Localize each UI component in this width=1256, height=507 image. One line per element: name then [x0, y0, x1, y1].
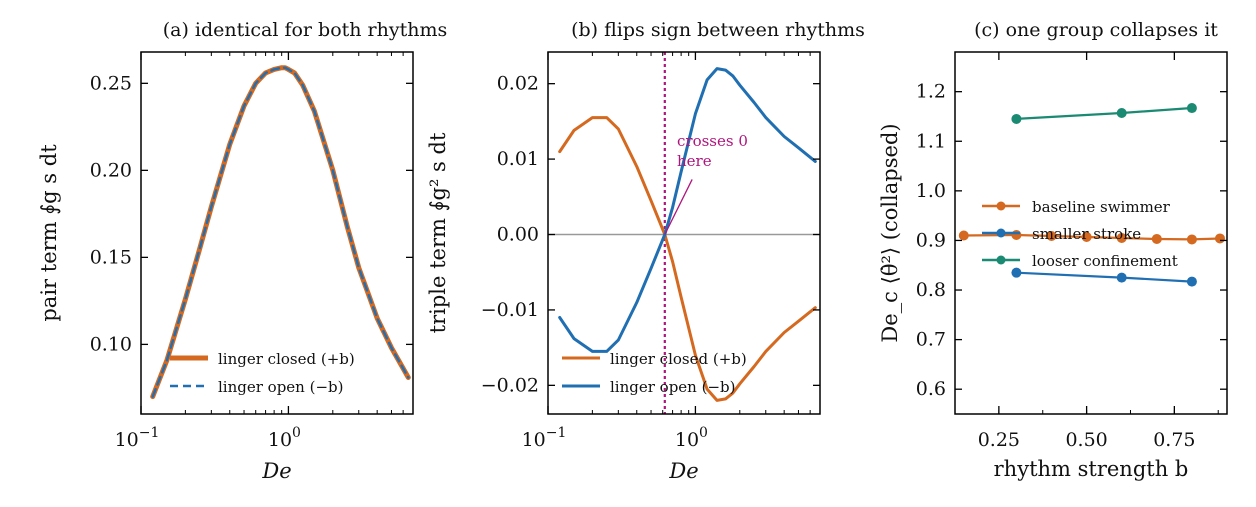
panel-c-ylabel: De_c ⟨θ̇²⟩ (collapsed) — [878, 123, 902, 342]
ytick-label: 0.20 — [90, 159, 132, 181]
panel-a-plot-area — [150, 65, 411, 400]
panel-b-plot-area — [548, 52, 820, 414]
data-point — [1011, 229, 1022, 240]
data-point — [958, 230, 969, 241]
ytick-label: −0.01 — [481, 299, 539, 321]
legend-label-looser-confinement: looser confinement — [1032, 252, 1178, 270]
panel-b-ylabel: triple term ∮g² s dt — [426, 132, 450, 333]
panel-b: (b) flips sign between rhythms −0.02−0.0… — [426, 19, 865, 483]
xtick-label: 100 — [675, 425, 708, 451]
series-line-2 — [1015, 271, 1194, 283]
data-point — [1116, 232, 1127, 243]
legend-marker-baseline — [996, 201, 1006, 211]
annotation-arrow — [664, 179, 693, 235]
data-point — [1186, 276, 1197, 287]
legend-label-linger-closed: linger closed (+b) — [218, 350, 355, 368]
ytick-label: 0.15 — [90, 246, 132, 268]
xtick-label: 10−1 — [115, 425, 160, 451]
legend-marker-looser-confinement — [996, 255, 1006, 265]
ytick-label: 0.9 — [916, 229, 946, 251]
panel-c-ticks: 0.6 0.7 0.8 0.9 1.0 1.1 1.2 0.25 0.50 0.75 — [916, 52, 1227, 451]
data-point — [1011, 267, 1022, 278]
series-line-2 — [558, 67, 817, 353]
panel-a-ticks: 0.10 0.15 0.20 0.25 10−1 100 — [90, 52, 413, 451]
legend-label-smaller-stroke: smaller stroke — [1032, 225, 1141, 243]
panel-a-legend: linger closed (+b) linger open (−b) — [170, 350, 355, 396]
ytick-label: 0.02 — [497, 73, 539, 95]
panel-c-xlabel: rhythm strength b — [994, 457, 1189, 481]
legend-label-baseline: baseline swimmer — [1032, 198, 1171, 216]
xtick-label: 0.25 — [978, 429, 1020, 451]
data-point — [1081, 231, 1092, 242]
panel-a-frame — [140, 51, 414, 415]
panel-a-title: (a) identical for both rhythms — [163, 19, 448, 41]
series-line-3 — [1015, 106, 1194, 121]
data-point — [1186, 103, 1197, 114]
data-point — [1116, 272, 1127, 283]
xtick-label: 0.75 — [1153, 429, 1195, 451]
panel-c-plot-area — [958, 103, 1225, 287]
series-line-1 — [150, 65, 411, 400]
crossing-annotation: crosses 0 here — [677, 132, 748, 170]
ytick-label: 0.6 — [916, 378, 946, 400]
ytick-label: 1.2 — [916, 81, 946, 103]
xtick-label: 0.50 — [1065, 429, 1107, 451]
panel-b-legend: linger closed (+b) linger open (−b) — [562, 350, 747, 396]
ytick-label: 1.1 — [916, 130, 946, 152]
xtick-label: 100 — [268, 425, 301, 451]
series-line-1 — [558, 116, 817, 402]
panel-c-title: (c) one group collapses it — [974, 19, 1218, 41]
legend-label-linger-closed: linger closed (+b) — [610, 350, 747, 368]
ytick-label: 0.10 — [90, 333, 132, 355]
data-point — [1116, 107, 1127, 118]
legend-marker-smaller-stroke — [996, 228, 1006, 238]
panel-c-legend: baseline swimmer smaller stroke looser c… — [982, 198, 1178, 270]
panel-c: (c) one group collapses it 0.6 0.7 0.8 0.9 1… — [878, 19, 1228, 481]
annotation-line-1: crosses 0 — [677, 132, 748, 150]
panel-b-frame — [547, 51, 821, 415]
ytick-label: 0.25 — [90, 72, 132, 94]
data-point — [1151, 233, 1162, 244]
data-point — [1186, 234, 1197, 245]
panel-b-title: (b) flips sign between rhythms — [571, 19, 865, 41]
legend-label-linger-open: linger open (−b) — [610, 378, 736, 396]
ytick-label: 0.01 — [497, 148, 539, 170]
ytick-label: 0.00 — [497, 224, 539, 246]
panel-c-frame — [954, 51, 1228, 415]
ytick-label: 0.8 — [916, 279, 946, 301]
panel-a: (a) identical for both rhythms 0.100.150… — [37, 19, 447, 483]
data-point — [1046, 230, 1057, 241]
ytick-label: 0.7 — [916, 329, 946, 351]
panel-b-xlabel: De — [668, 459, 698, 483]
panel-a-ylabel: pair term ∮g s dt — [37, 144, 61, 322]
series-line-2 — [151, 66, 410, 398]
series-line-1 — [962, 233, 1222, 241]
panel-b-ticks: −0.02 −0.01 0.00 0.01 0.02 10−1 100 — [481, 52, 820, 451]
ytick-label: 1.0 — [916, 180, 946, 202]
ytick-label: −0.02 — [481, 374, 539, 396]
panel-a-xlabel: De — [261, 459, 291, 483]
data-point — [1011, 113, 1022, 124]
annotation-line-2: here — [677, 152, 712, 170]
xtick-label: 10−1 — [522, 425, 567, 451]
legend-label-linger-open: linger open (−b) — [218, 378, 344, 396]
data-point — [1214, 233, 1225, 244]
